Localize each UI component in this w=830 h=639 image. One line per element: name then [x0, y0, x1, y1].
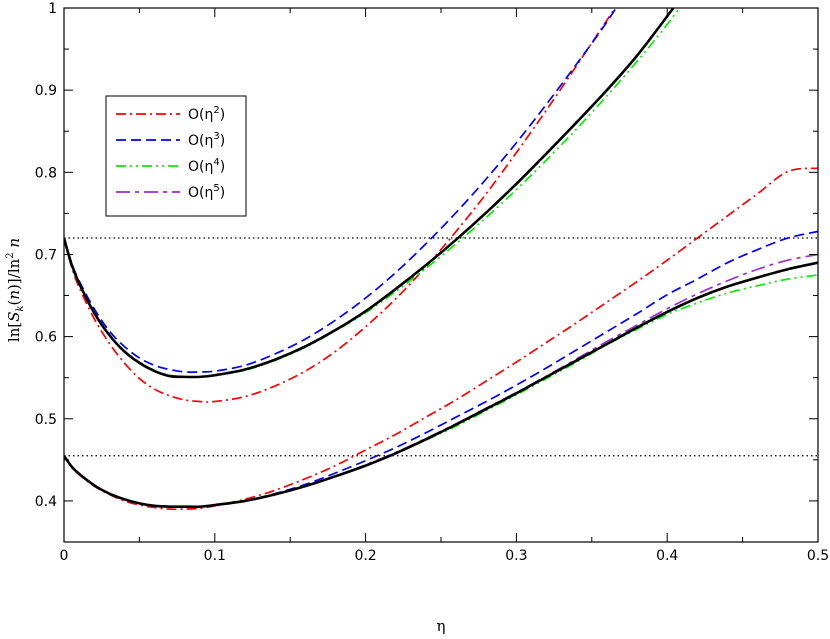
y-tick-label: 0.8	[35, 165, 57, 181]
series-line-9	[64, 261, 818, 509]
y-tick-label: 0.5	[35, 412, 57, 428]
reference-lines	[64, 237, 818, 457]
x-axis-ticks: 0 0.1 0.2 0.3 0.4 0.5	[60, 8, 829, 564]
legend-label-3: O(η5)	[188, 183, 225, 201]
series-line-0	[64, 8, 617, 403]
y-tick-label: 0.6	[35, 330, 57, 346]
y-axis-label: ln[Sk(n)]/ln2 n	[5, 238, 26, 342]
series-line-4	[64, 8, 675, 379]
y-tick-label: 0.7	[35, 247, 57, 263]
legend-label-2: O(η4)	[188, 157, 225, 175]
x-tick-label: 0.5	[807, 548, 829, 564]
series-line-6	[64, 230, 818, 508]
x-tick-label: 0.1	[204, 548, 226, 564]
x-axis-label: η	[437, 617, 446, 635]
data-curves	[64, 8, 818, 511]
x-tick-label: 0.4	[656, 548, 678, 564]
legend-label-0: O(η2)	[188, 105, 225, 123]
y-tick-label: 0.9	[35, 83, 57, 99]
series-line-1	[64, 8, 618, 374]
series-line-5	[64, 167, 818, 511]
legend-label-1: O(η3)	[188, 131, 225, 149]
legend: O(η2) O(η3) O(η4) O(η5)	[105, 95, 247, 217]
series-line-8	[64, 253, 818, 508]
legend-box	[105, 95, 247, 217]
y-tick-label: 1	[48, 1, 57, 17]
x-tick-label: 0.3	[505, 548, 527, 564]
y-tick-label: 0.4	[35, 494, 57, 510]
series-line-7	[64, 274, 818, 508]
x-tick-label: 0	[60, 548, 69, 564]
y-axis-ticks: 0.4 0.5 0.6 0.7 0.8 0.9 1	[35, 1, 818, 543]
x-tick-label: 0.2	[354, 548, 376, 564]
